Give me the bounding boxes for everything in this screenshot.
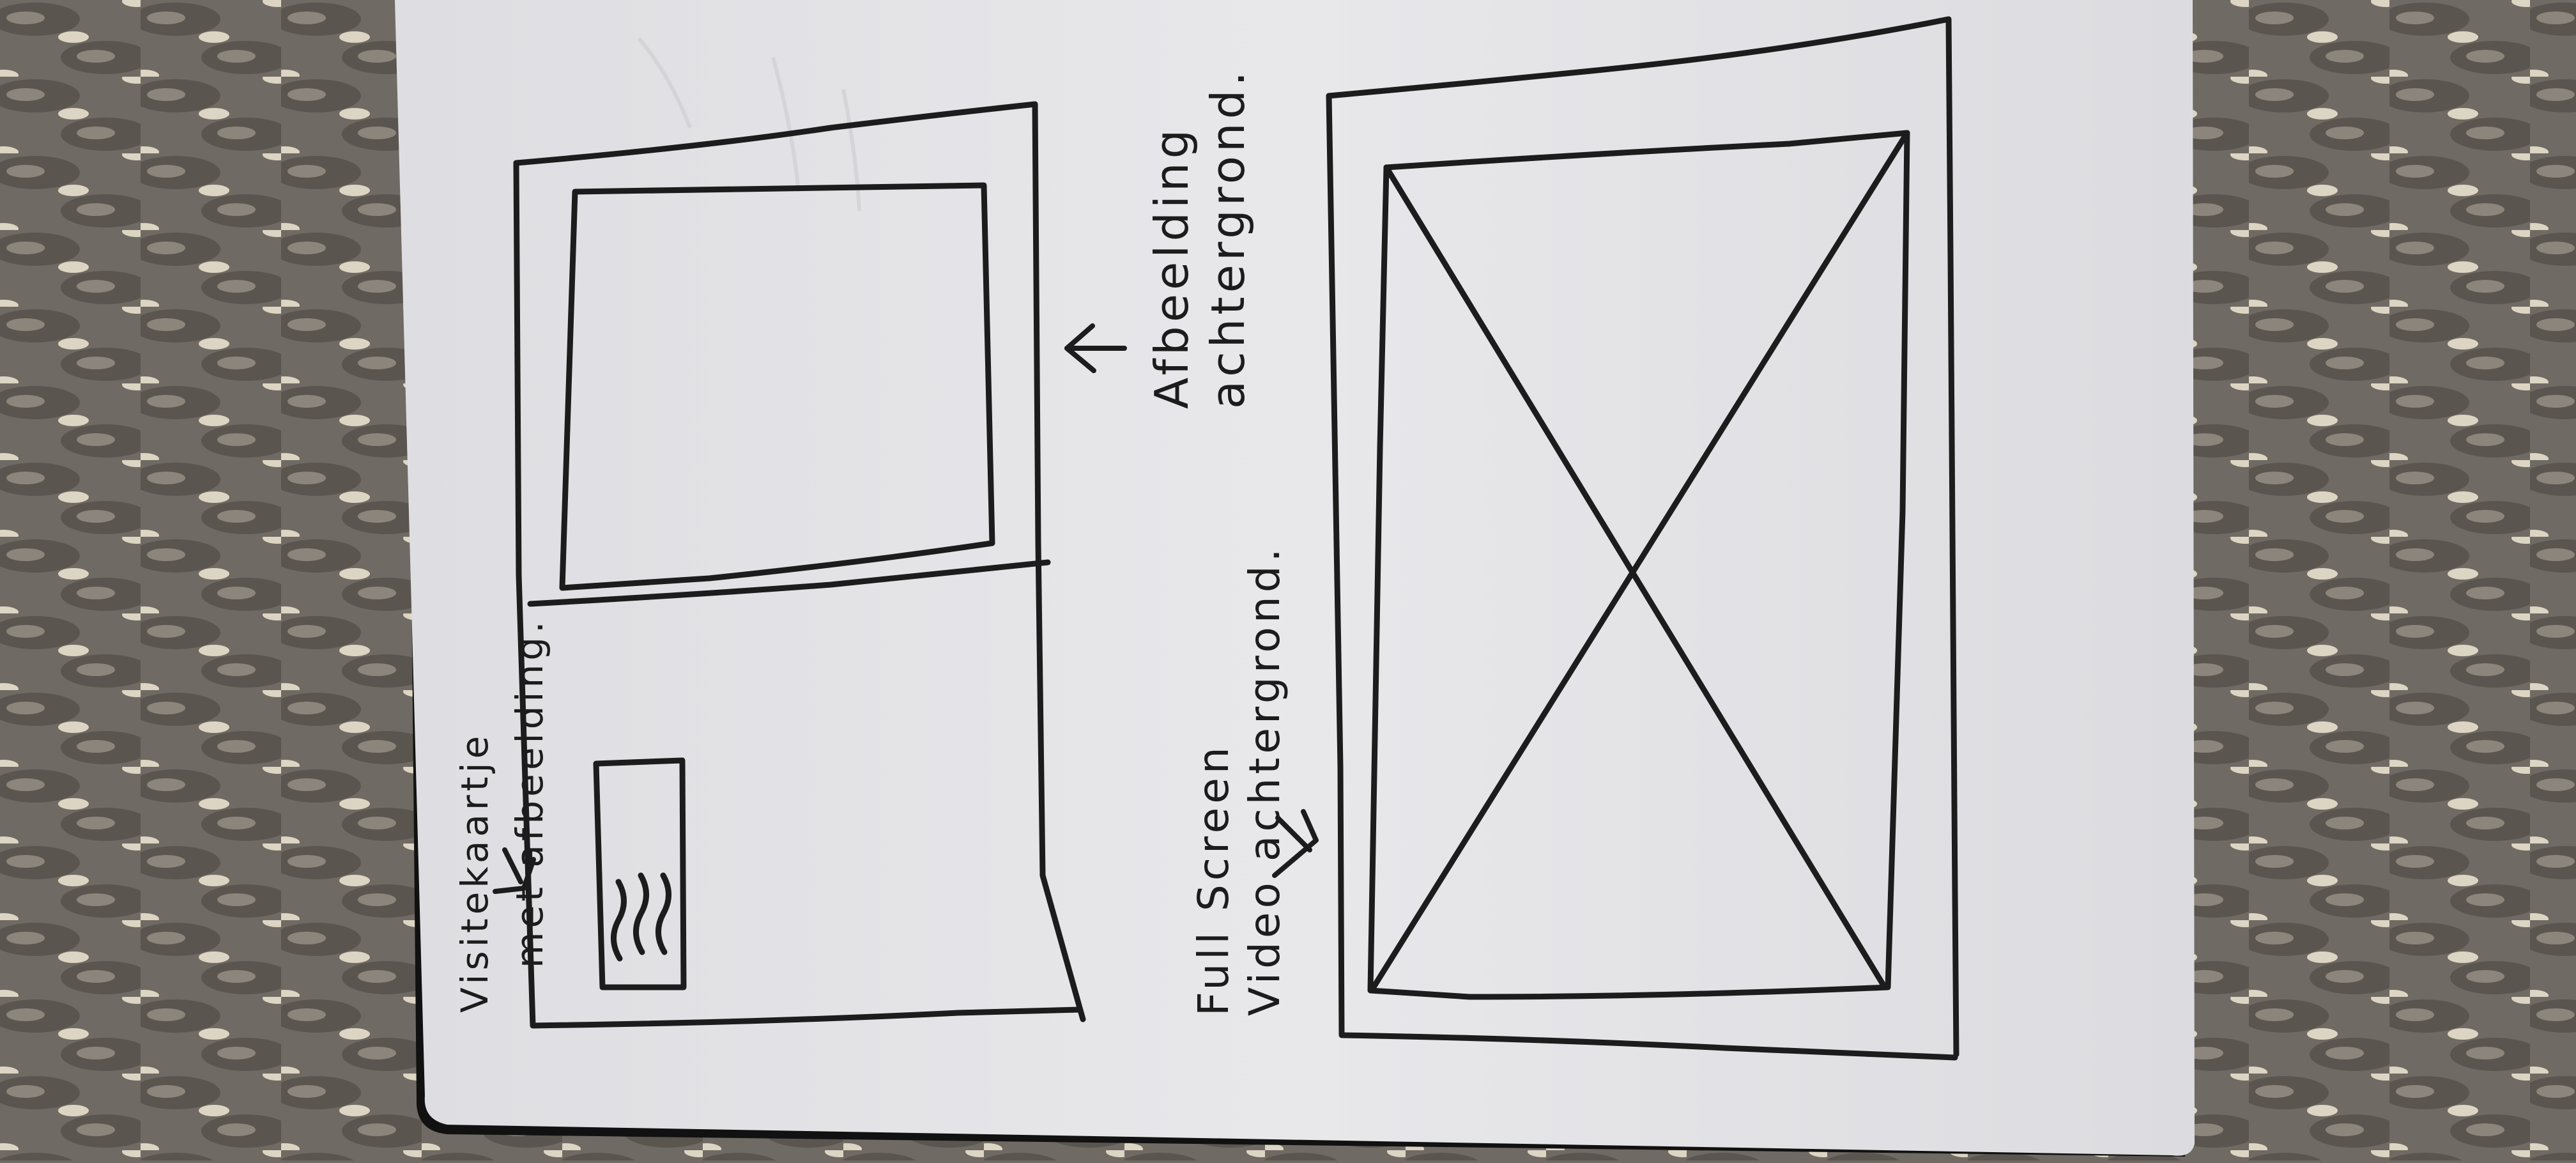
card-wireframe-label: Visitekaartje met afbeelding. xyxy=(447,617,557,1013)
video-outer-frame-left xyxy=(1326,93,1958,1061)
arrow-up-icon xyxy=(1064,323,1127,373)
video-cross-line-1 xyxy=(1383,164,1888,990)
card-outer-frame-right xyxy=(513,101,1086,1022)
arrow-down-icon xyxy=(1272,809,1319,878)
video-placeholder-box xyxy=(1367,130,1910,1000)
card-divider xyxy=(527,559,1051,607)
card-text-line-3 xyxy=(655,872,671,955)
video-wireframe-label-line-1: Full Screen xyxy=(1189,743,1238,1016)
video-wireframe-label: Full Screen Video achtergrond. xyxy=(1188,544,1291,1016)
card-image-placeholder xyxy=(559,182,995,591)
notebook-page xyxy=(395,0,2195,1156)
video-outer-frame-right xyxy=(1326,16,1959,1058)
bleed-through-marks xyxy=(637,37,861,212)
video-cross-line-2 xyxy=(1369,130,1910,992)
card-text-line-2 xyxy=(632,872,649,955)
card-wireframe-label-line-1: Visitekaartje xyxy=(453,732,496,1013)
image-background-label: Afbeelding achtergrond. xyxy=(1144,68,1256,409)
card-text-line-1 xyxy=(610,879,627,962)
card-text-block xyxy=(593,757,687,990)
video-wireframe-label-line-2: Video achtergrond. xyxy=(1240,544,1289,1016)
video-wireframe xyxy=(1326,16,1959,1061)
arrow-down-icon xyxy=(493,847,536,894)
card-wireframe xyxy=(513,101,1086,1029)
image-background-label-line-1: Afbeelding xyxy=(1145,125,1199,409)
card-outer-frame-left xyxy=(513,160,1083,1029)
card-wireframe-label-line-2: met afbeelding. xyxy=(508,617,551,968)
image-background-label-line-2: achtergrond. xyxy=(1201,67,1255,409)
